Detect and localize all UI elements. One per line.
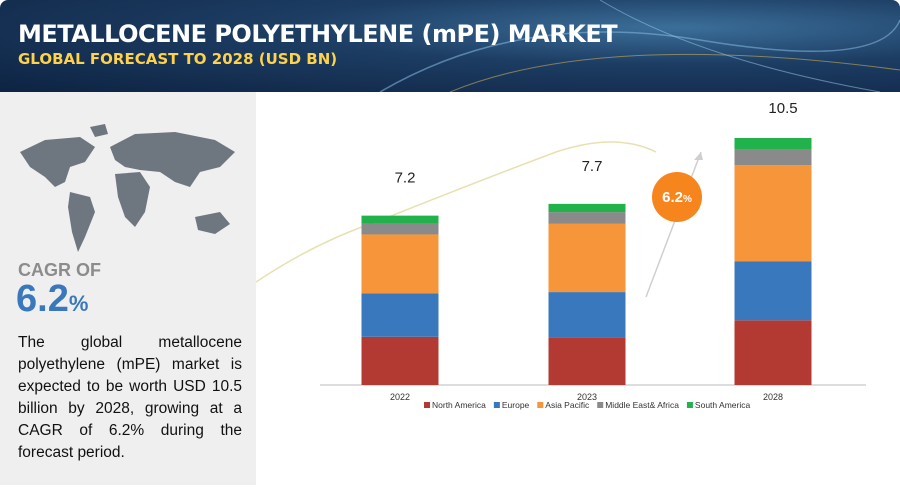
cagr-value: 6.2% xyxy=(16,278,88,321)
bar-segment xyxy=(548,223,626,293)
cagr-number: 6.2 xyxy=(16,278,69,320)
bar-segment xyxy=(361,234,439,294)
cagr-badge-text: 6.2% xyxy=(662,189,692,206)
bar-segment xyxy=(361,336,439,385)
cagr-label: CAGR OF xyxy=(18,260,101,280)
cagr-badge xyxy=(652,172,702,222)
sidebar: CAGR OF 6.2% The global metallocene poly… xyxy=(0,92,256,485)
growth-arrow-head xyxy=(694,152,703,160)
cagr-unit: % xyxy=(68,291,89,316)
bar-segment xyxy=(548,203,626,213)
bar-segment xyxy=(361,293,439,337)
description: The global metallocene polyethylene (mPE… xyxy=(18,334,242,461)
title: METALLOCENE POLYETHYLENE (mPE) MARKET xyxy=(18,20,618,48)
bar-segment xyxy=(734,138,812,150)
header: METALLOCENE POLYETHYLENE (mPE) MARKET GL… xyxy=(0,0,900,92)
badge-number: 6.2 xyxy=(662,189,683,206)
chart: 6.2% 7.2 2022 7.7 2023 10.5 2028 North America… xyxy=(256,100,866,410)
legend-label: Asia Pacific xyxy=(545,400,590,410)
header-decor xyxy=(379,0,900,92)
bar-segment xyxy=(548,212,626,224)
bar-segment xyxy=(734,261,812,321)
bar-segment xyxy=(361,215,439,224)
bar-segment xyxy=(734,320,812,385)
subtitle: GLOBAL FORECAST TO 2028 (USD BN) xyxy=(18,50,338,68)
decor-curve xyxy=(256,141,657,283)
bar-segment xyxy=(548,337,626,385)
x-tick-label: 2028 xyxy=(763,392,783,402)
world-map xyxy=(20,124,235,252)
bar-segment xyxy=(734,165,812,262)
bar-segment xyxy=(734,149,812,166)
legend-swatch xyxy=(686,402,693,408)
x-tick-label: 2022 xyxy=(390,392,410,402)
bar-segment xyxy=(361,223,439,235)
legend-label: South America xyxy=(695,400,751,410)
bar-segment xyxy=(548,292,626,338)
badge-unit: % xyxy=(683,194,692,205)
total-label: 7.2 xyxy=(395,170,416,187)
legend-label: North America xyxy=(432,400,486,410)
legend-swatch xyxy=(493,402,500,408)
total-label: 7.7 xyxy=(582,158,603,175)
legend-swatch xyxy=(424,402,430,408)
legend-swatch xyxy=(537,402,544,408)
legend-label: Europe xyxy=(502,400,530,410)
growth-arrow xyxy=(645,151,702,298)
x-tick-label: 2023 xyxy=(577,392,597,402)
legend-swatch xyxy=(597,402,604,408)
total-label: 10.5 xyxy=(768,100,797,117)
legend-label: Middle East& Africa xyxy=(605,400,679,410)
